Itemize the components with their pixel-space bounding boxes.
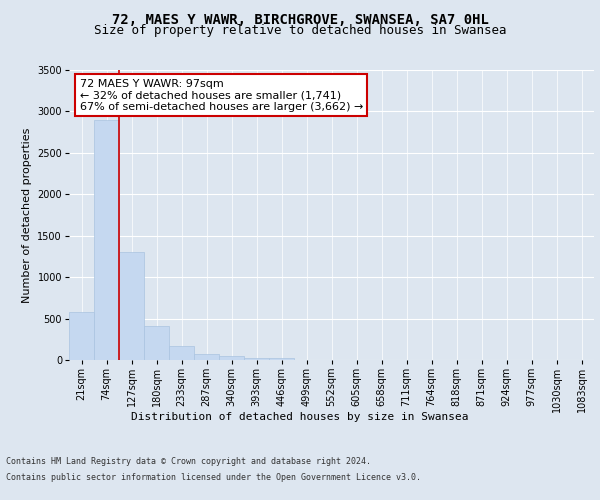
Bar — [144, 326, 169, 360]
Bar — [194, 354, 219, 360]
Text: Size of property relative to detached houses in Swansea: Size of property relative to detached ho… — [94, 24, 506, 37]
Text: 72, MAES Y WAWR, BIRCHGROVE, SWANSEA, SA7 0HL: 72, MAES Y WAWR, BIRCHGROVE, SWANSEA, SA… — [112, 12, 488, 26]
Text: Contains public sector information licensed under the Open Government Licence v3: Contains public sector information licen… — [6, 472, 421, 482]
Bar — [69, 312, 94, 360]
Bar — [269, 358, 294, 360]
Text: Contains HM Land Registry data © Crown copyright and database right 2024.: Contains HM Land Registry data © Crown c… — [6, 458, 371, 466]
Text: 72 MAES Y WAWR: 97sqm
← 32% of detached houses are smaller (1,741)
67% of semi-d: 72 MAES Y WAWR: 97sqm ← 32% of detached … — [79, 78, 363, 112]
Bar — [169, 346, 194, 360]
Bar — [219, 356, 244, 360]
Text: Distribution of detached houses by size in Swansea: Distribution of detached houses by size … — [131, 412, 469, 422]
Bar — [119, 252, 144, 360]
Y-axis label: Number of detached properties: Number of detached properties — [22, 128, 32, 302]
Bar — [244, 358, 269, 360]
Bar — [94, 120, 119, 360]
